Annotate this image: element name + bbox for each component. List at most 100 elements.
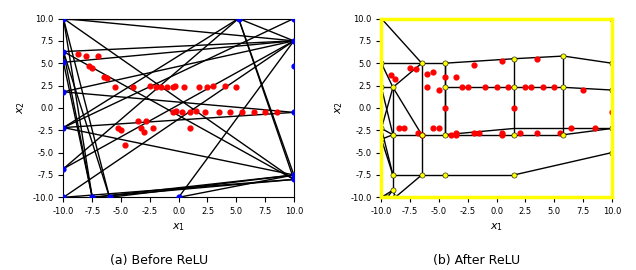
Point xyxy=(225,110,235,114)
Point xyxy=(139,130,149,134)
Point xyxy=(578,88,588,92)
Point xyxy=(177,110,187,114)
Point xyxy=(168,110,178,114)
Point xyxy=(417,133,427,137)
Point xyxy=(509,173,519,177)
Point xyxy=(607,150,617,155)
Point xyxy=(185,126,195,131)
Point xyxy=(509,106,519,110)
Point xyxy=(411,67,421,72)
Point xyxy=(120,143,130,148)
Point xyxy=(515,131,525,135)
Point xyxy=(509,57,519,61)
Point xyxy=(377,195,387,200)
Point xyxy=(532,57,542,61)
Point xyxy=(141,119,151,123)
Point xyxy=(417,173,427,177)
Point xyxy=(390,77,400,82)
Point xyxy=(388,133,398,137)
Point xyxy=(607,88,617,92)
Point xyxy=(480,85,490,90)
Point xyxy=(388,173,398,177)
Point xyxy=(237,110,247,114)
Point xyxy=(134,119,144,123)
Point xyxy=(413,131,424,135)
Point xyxy=(451,133,461,137)
Point xyxy=(549,85,559,90)
Point xyxy=(231,85,241,90)
Point xyxy=(439,75,450,79)
Point xyxy=(434,126,444,131)
Point xyxy=(260,110,270,114)
Point xyxy=(162,85,172,90)
Y-axis label: $x_2$: $x_2$ xyxy=(15,102,27,114)
Point xyxy=(607,126,617,131)
Point xyxy=(394,126,404,131)
Point xyxy=(607,110,617,114)
Point xyxy=(385,73,396,77)
Point xyxy=(81,54,92,58)
Point xyxy=(439,61,450,65)
Text: (a) Before ReLU: (a) Before ReLU xyxy=(110,254,208,267)
Point xyxy=(233,16,244,21)
Point xyxy=(377,61,387,65)
Point xyxy=(289,16,299,21)
Point xyxy=(289,173,299,177)
Point xyxy=(537,85,548,90)
Point xyxy=(87,195,97,200)
Point xyxy=(422,85,432,90)
Point xyxy=(526,85,536,90)
Point xyxy=(463,85,473,90)
Point xyxy=(377,137,387,141)
Point xyxy=(113,126,123,131)
Point xyxy=(145,83,155,88)
Point xyxy=(102,76,113,80)
Point xyxy=(179,85,190,90)
Point xyxy=(116,128,126,132)
Point xyxy=(497,59,508,63)
Point xyxy=(434,88,444,92)
Point xyxy=(428,70,438,74)
Point xyxy=(171,109,181,113)
Point xyxy=(377,16,387,21)
Point xyxy=(195,85,205,90)
Point xyxy=(148,126,158,131)
Point xyxy=(377,85,387,90)
Point xyxy=(451,131,461,135)
Point xyxy=(439,133,450,137)
Point xyxy=(219,83,230,88)
Point xyxy=(509,133,519,137)
Point xyxy=(59,195,69,200)
Y-axis label: $x_2$: $x_2$ xyxy=(333,102,345,114)
Point xyxy=(214,110,224,114)
Point xyxy=(73,52,83,56)
Point xyxy=(428,126,438,131)
Point xyxy=(174,195,184,200)
Point xyxy=(185,110,195,114)
Point xyxy=(377,126,387,131)
Point xyxy=(289,177,299,182)
Point xyxy=(289,39,299,43)
Point xyxy=(497,133,508,137)
Point xyxy=(439,106,450,110)
Point xyxy=(469,131,479,135)
Point xyxy=(417,133,427,137)
Point xyxy=(99,75,109,79)
Point xyxy=(170,83,180,88)
Point xyxy=(607,61,617,65)
Point xyxy=(156,85,167,90)
Point xyxy=(555,131,565,135)
Point xyxy=(191,109,201,113)
Point xyxy=(558,133,569,137)
Point xyxy=(417,61,427,65)
Point xyxy=(289,110,299,114)
Point xyxy=(87,66,97,70)
Point xyxy=(168,85,178,90)
Point xyxy=(558,54,569,58)
Point xyxy=(104,195,114,200)
Point xyxy=(127,85,137,90)
Point xyxy=(558,85,569,90)
Point xyxy=(497,131,508,135)
Point xyxy=(422,72,432,76)
Point xyxy=(503,85,513,90)
